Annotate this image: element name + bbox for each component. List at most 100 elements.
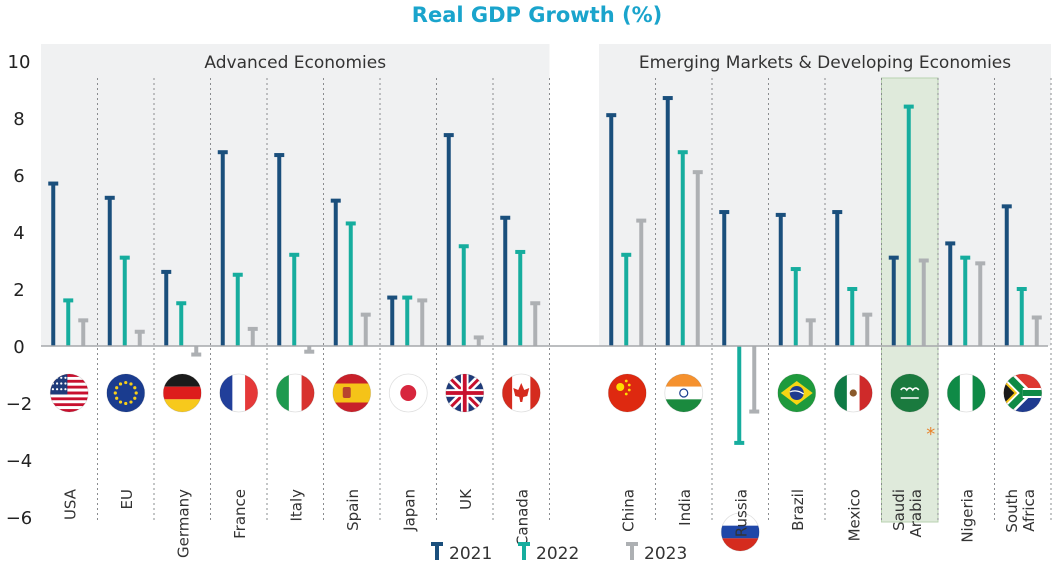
bar-2021 xyxy=(164,271,169,346)
bar-cap xyxy=(217,150,228,155)
country-label: EU xyxy=(118,489,136,509)
bar-2023 xyxy=(476,337,481,346)
bar-2022 xyxy=(518,251,523,346)
bar-cap xyxy=(621,252,632,257)
y-tick-label: 10 xyxy=(8,52,31,73)
bar-2021 xyxy=(51,183,56,346)
country-label: Spain xyxy=(344,489,362,531)
bar-2022 xyxy=(793,269,798,346)
bar-cap xyxy=(304,349,315,354)
bar-2021 xyxy=(722,212,727,346)
bar-2023 xyxy=(81,320,86,346)
y-tick-label: 0 xyxy=(13,337,24,358)
bar-cap xyxy=(918,258,929,263)
bar-cap xyxy=(247,326,258,331)
bar-cap xyxy=(862,312,873,317)
bar-cap xyxy=(636,218,647,223)
bar-2023 xyxy=(307,346,312,352)
bar-cap xyxy=(500,215,511,220)
bar-2021 xyxy=(220,152,225,346)
bar-2021 xyxy=(390,297,395,346)
legend-swatch xyxy=(435,544,439,560)
country-label: Italy xyxy=(287,489,305,522)
bar-cap xyxy=(134,329,145,334)
bar-2022 xyxy=(1019,289,1024,346)
country-label: SouthAfrica xyxy=(1003,489,1038,533)
saudi-flag-icon xyxy=(890,374,929,412)
country-label: China xyxy=(619,489,637,532)
japan-flag-icon xyxy=(389,374,428,412)
bar-cap xyxy=(48,181,59,186)
mexico-flag-icon xyxy=(834,374,873,412)
country-label: India xyxy=(676,489,694,526)
bar-2022 xyxy=(179,303,184,346)
bar-cap xyxy=(402,295,413,300)
bar-cap xyxy=(692,170,703,175)
bar-cap xyxy=(805,318,816,323)
legend-label: 2023 xyxy=(644,544,687,564)
bar-2022 xyxy=(850,289,855,346)
bar-cap xyxy=(677,150,688,155)
bar-cap xyxy=(960,255,971,260)
india-flag-icon xyxy=(664,374,703,412)
germany-flag-icon xyxy=(163,374,202,412)
country-label: Russia xyxy=(732,489,750,537)
bar-cap xyxy=(975,261,986,266)
bar-cap xyxy=(119,255,130,260)
bar-cap xyxy=(1031,315,1042,320)
bar-2023 xyxy=(194,346,199,355)
bar-2022 xyxy=(66,300,71,346)
bar-cap xyxy=(775,212,786,217)
nigeria-flag-icon xyxy=(947,374,986,412)
group-label: Advanced Economies xyxy=(204,53,386,73)
y-tick-label: 4 xyxy=(13,223,24,244)
china-flag-icon xyxy=(608,374,647,412)
bar-cap xyxy=(734,440,745,445)
bar-cap xyxy=(719,210,730,215)
country-label: UK xyxy=(457,488,475,510)
bar-cap xyxy=(161,269,172,274)
bar-2023 xyxy=(533,303,538,346)
bar-cap xyxy=(847,287,858,291)
bar-2023 xyxy=(921,260,926,346)
italy-flag-icon xyxy=(276,374,315,412)
legend-label: 2021 xyxy=(449,544,492,564)
eu-flag-icon xyxy=(106,374,145,412)
bar-cap xyxy=(1001,204,1012,209)
bar-2022 xyxy=(122,257,127,346)
country-label: Mexico xyxy=(845,489,863,541)
bar-2023 xyxy=(137,331,142,346)
bar-cap xyxy=(1016,287,1027,291)
bar-2021 xyxy=(107,197,112,346)
y-tick-label: −2 xyxy=(6,394,33,415)
bar-2021 xyxy=(1004,206,1009,346)
bar-2021 xyxy=(333,200,338,346)
bar-2023 xyxy=(865,314,870,346)
note-marker: * xyxy=(926,424,935,445)
country-label: SaudiArabia xyxy=(890,489,925,538)
bar-cap xyxy=(360,312,371,317)
chart-title: Real GDP Growth (%) xyxy=(412,3,662,27)
bar-2022 xyxy=(737,346,742,443)
bar-2021 xyxy=(778,214,783,346)
bar-cap xyxy=(78,318,89,323)
bar-2021 xyxy=(948,243,953,346)
russia-flag-icon xyxy=(721,513,760,551)
bar-cap xyxy=(903,104,914,109)
y-tick-label: 2 xyxy=(13,280,24,301)
bar-cap xyxy=(530,301,541,306)
legend-swatch xyxy=(522,544,526,560)
bar-cap xyxy=(888,255,899,260)
spain-flag-icon xyxy=(332,374,371,412)
bar-2022 xyxy=(348,223,353,346)
country-label: Germany xyxy=(174,489,192,558)
bar-cap xyxy=(191,352,202,357)
usa-flag-icon xyxy=(50,374,89,412)
y-tick-label: −6 xyxy=(6,508,33,529)
bar-cap xyxy=(387,295,398,300)
bar-2023 xyxy=(808,320,813,346)
bar-cap xyxy=(662,96,673,101)
bar-cap xyxy=(790,267,801,272)
bar-cap xyxy=(473,335,484,340)
bar-cap xyxy=(443,133,454,138)
